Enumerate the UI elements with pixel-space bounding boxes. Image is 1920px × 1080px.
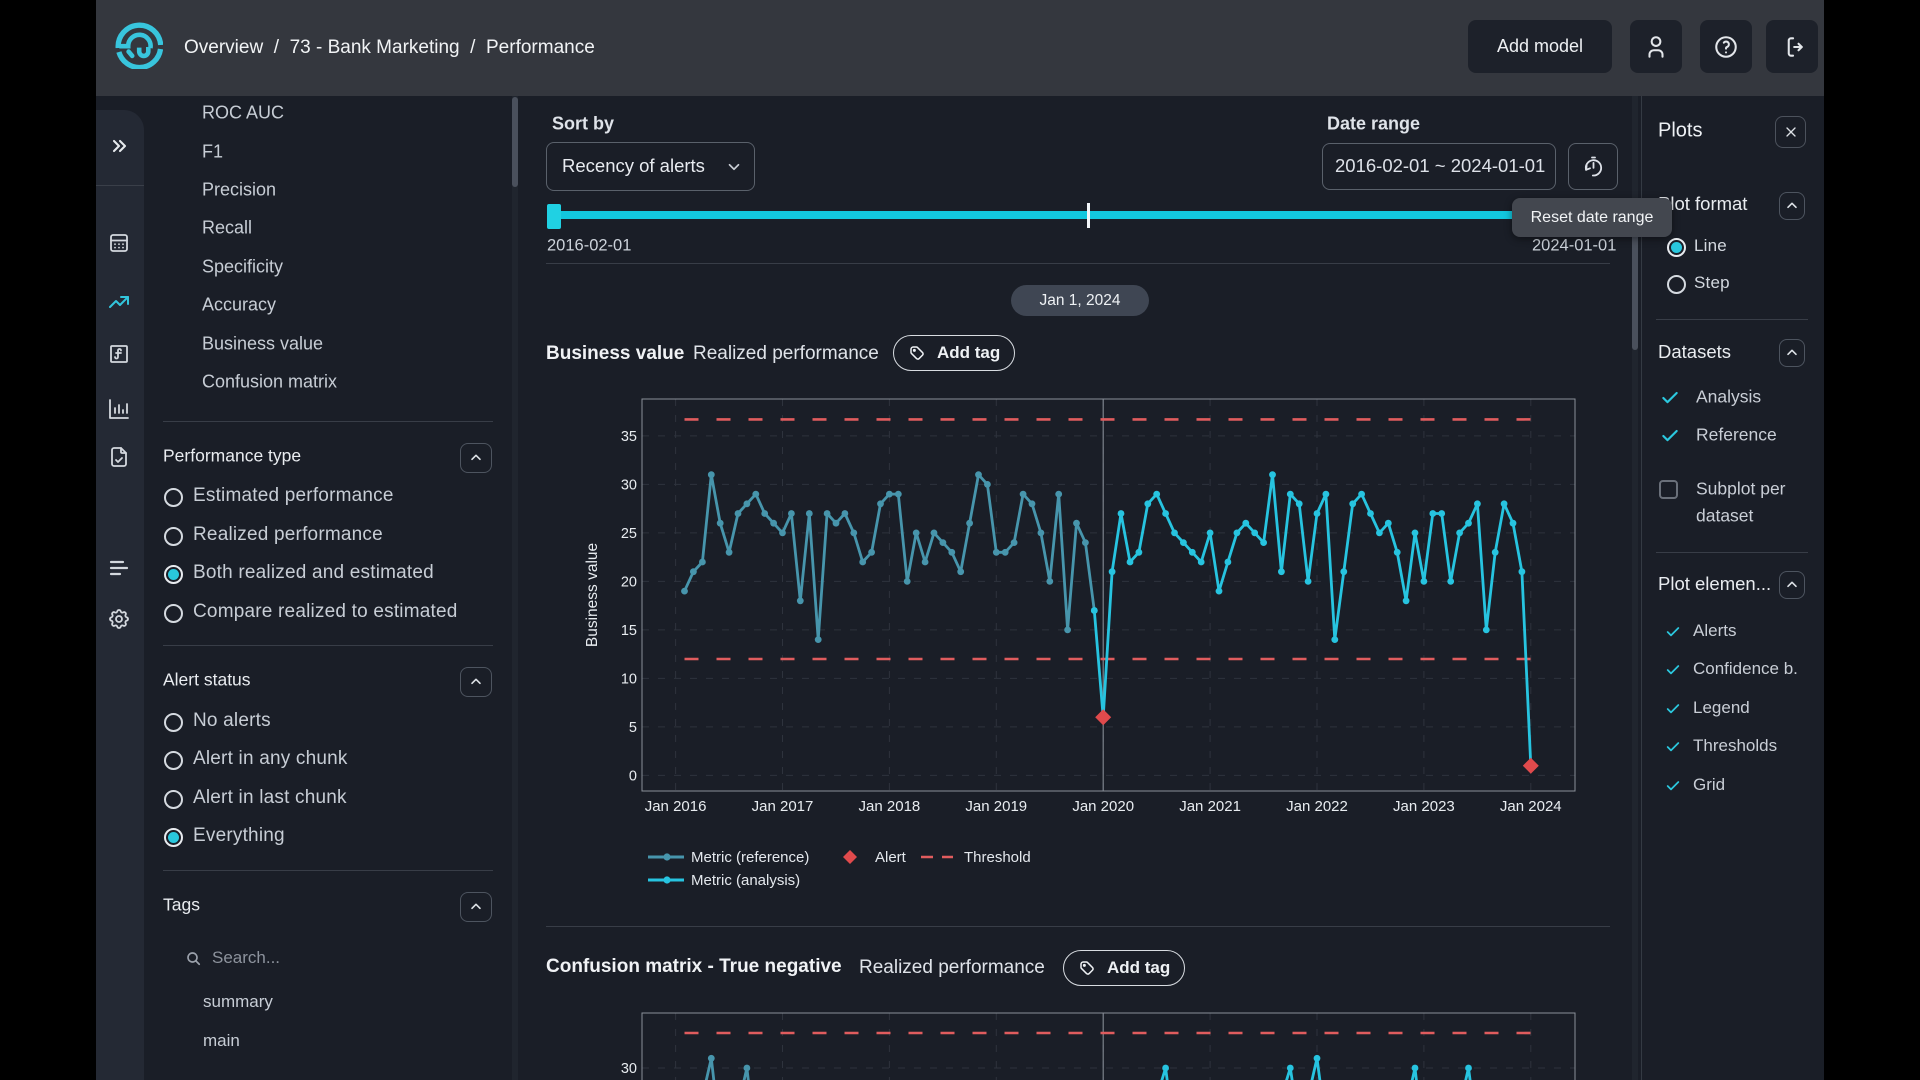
svg-text:Metric (analysis): Metric (analysis) xyxy=(691,872,800,889)
svg-text:Alert: Alert xyxy=(875,849,907,866)
svg-text:Business value: Business value xyxy=(584,543,601,647)
svg-text:5: 5 xyxy=(629,720,637,736)
svg-text:Threshold: Threshold xyxy=(964,849,1031,866)
svg-text:0: 0 xyxy=(629,768,637,784)
svg-text:Jan 2018: Jan 2018 xyxy=(859,798,921,815)
svg-text:Jan 2019: Jan 2019 xyxy=(965,798,1027,815)
svg-text:15: 15 xyxy=(621,623,637,639)
svg-text:10: 10 xyxy=(621,671,637,687)
svg-text:20: 20 xyxy=(621,574,637,590)
svg-text:Jan 2024: Jan 2024 xyxy=(1500,798,1562,815)
svg-text:Metric (reference): Metric (reference) xyxy=(691,849,809,866)
svg-text:Jan 2023: Jan 2023 xyxy=(1393,798,1455,815)
svg-text:Jan 2020: Jan 2020 xyxy=(1072,798,1134,815)
svg-text:Jan 2021: Jan 2021 xyxy=(1179,798,1241,815)
svg-text:Jan 2017: Jan 2017 xyxy=(752,798,814,815)
svg-text:Jan 2016: Jan 2016 xyxy=(645,798,707,815)
svg-text:25: 25 xyxy=(621,526,637,542)
svg-text:35: 35 xyxy=(621,429,637,445)
svg-text:Jan 2022: Jan 2022 xyxy=(1286,798,1348,815)
svg-text:30: 30 xyxy=(621,1061,637,1077)
svg-text:30: 30 xyxy=(621,477,637,493)
